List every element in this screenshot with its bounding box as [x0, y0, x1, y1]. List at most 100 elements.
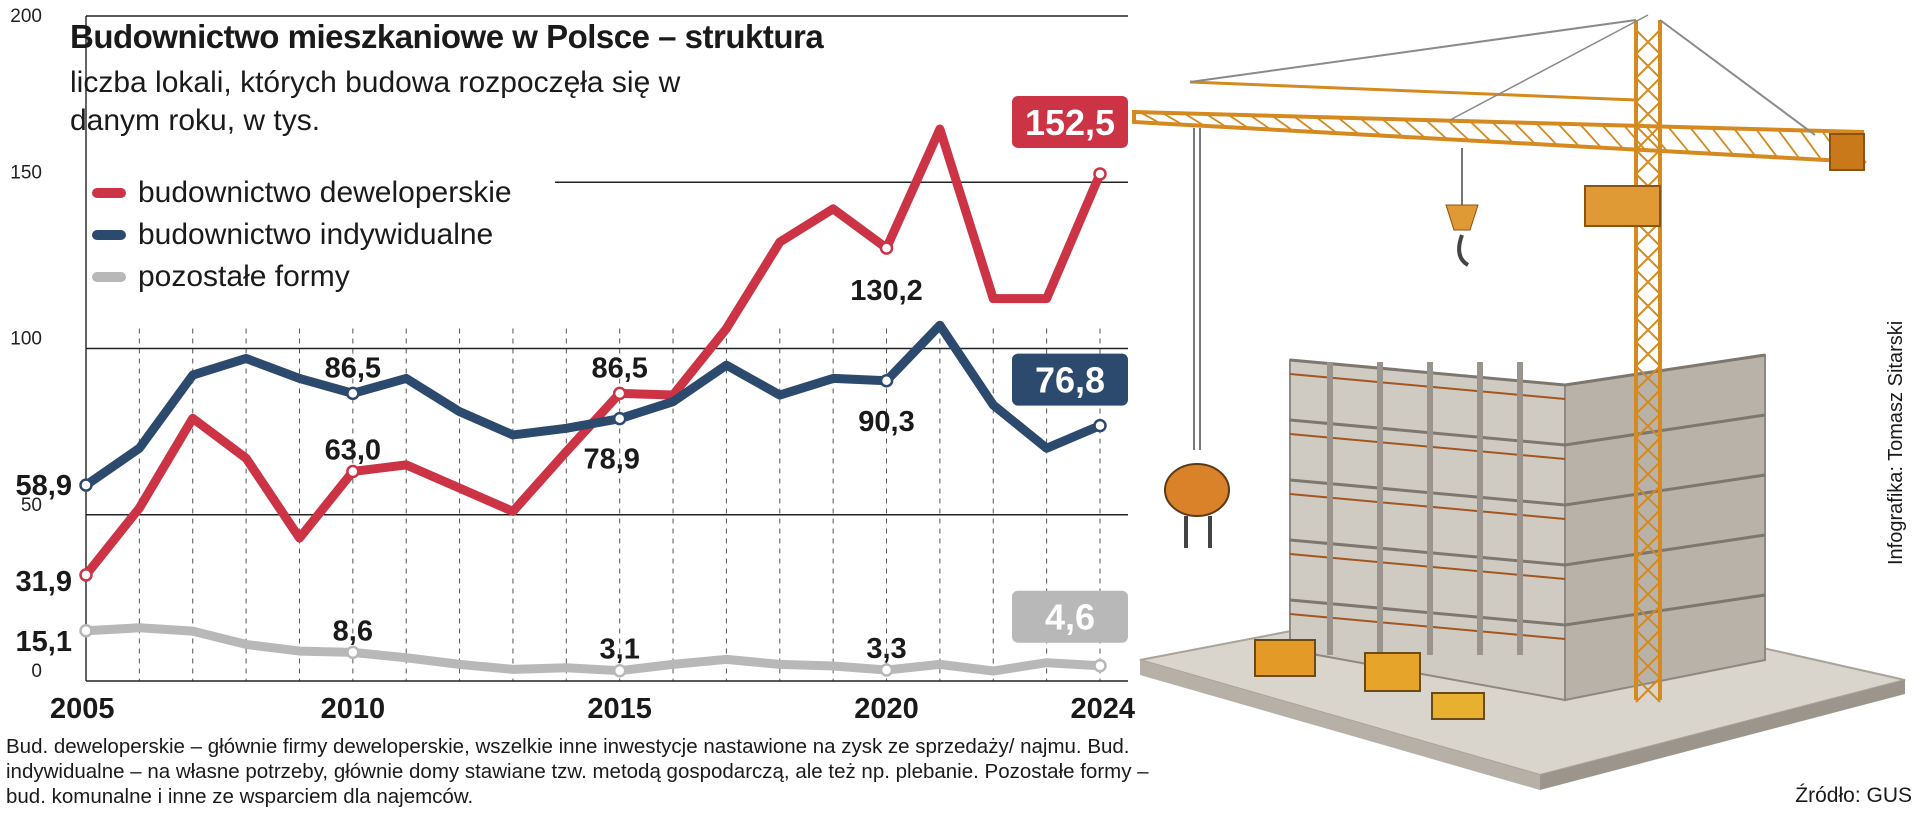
series-point	[1093, 658, 1107, 673]
legend-item-pozostale: pozostałe formy	[92, 256, 512, 298]
infographic-credit: Infografika: Tomasz Sitarski	[1885, 320, 1907, 565]
legend-item-deweloperskie: budownictwo deweloperskie	[92, 172, 512, 214]
jib-brace	[1447, 119, 1471, 142]
jib-brace	[1601, 124, 1625, 151]
jib-brace	[1381, 118, 1405, 139]
jib-brace	[1205, 113, 1229, 129]
source-note: Źródło: GUS	[1795, 784, 1912, 807]
series-line-2	[81, 623, 1105, 676]
data-label: 4,6	[1045, 597, 1095, 638]
series-point	[879, 663, 894, 677]
jib-brace	[1733, 127, 1757, 158]
data-series	[79, 124, 1107, 678]
axis-ticks: 0 50 100 150 200 2005 2010 2015 2020 2024	[10, 6, 1135, 725]
series-point	[346, 645, 360, 660]
data-label: 86,5	[591, 352, 647, 384]
value-badge	[1012, 353, 1128, 406]
data-label: 76,8	[1035, 360, 1105, 401]
jib-brace	[1337, 116, 1361, 136]
grid-lines	[85, 15, 1128, 682]
data-label: 152,5	[1025, 102, 1115, 143]
y-tick-label: 50	[21, 495, 42, 516]
jib-brace	[1711, 127, 1735, 157]
mast-brace	[1635, 677, 1661, 703]
series-point	[346, 464, 360, 479]
x-tick-label: 2010	[321, 693, 386, 725]
data-label: 86,5	[325, 352, 381, 384]
mast-brace	[1635, 389, 1661, 415]
jib-brace	[1645, 125, 1669, 153]
jib-brace	[1359, 117, 1383, 138]
data-label: 90,3	[858, 406, 914, 438]
mast-brace	[1635, 461, 1661, 487]
y-tick-label: 150	[10, 162, 42, 183]
jib-brace	[1799, 129, 1823, 162]
jib-brace	[1249, 114, 1273, 132]
mast-brace	[1635, 413, 1661, 439]
series-line-1	[81, 320, 1105, 490]
series-point	[346, 386, 360, 401]
mast-brace	[1635, 533, 1661, 559]
legend-item-indywidualne: budownictwo indywidualne	[92, 214, 512, 256]
legend-label-pozostale: pozostałe formy	[138, 260, 350, 293]
series-point	[79, 568, 93, 582]
series-point	[612, 386, 627, 401]
series-point	[879, 374, 894, 388]
jib-brace	[1161, 111, 1185, 127]
series-point	[79, 478, 93, 492]
jib-brace	[1557, 123, 1581, 148]
series-point	[1093, 418, 1107, 433]
chart-subtitle: liczba lokali, których budowa rozpoczęła…	[70, 66, 681, 137]
legend-label-indywidualne: budownictwo indywidualne	[138, 218, 494, 251]
jib-brace	[1183, 112, 1207, 128]
mast-brace	[1635, 53, 1661, 79]
x-tick-label: 2024	[1070, 693, 1135, 725]
chart-title: Budownictwo mieszkaniowe w Polsce – stru…	[70, 18, 824, 55]
x-tick-label: 2015	[587, 693, 652, 725]
mast-brace	[1635, 581, 1661, 607]
data-label: 3,3	[866, 633, 906, 665]
data-label: 15,1	[16, 626, 72, 658]
mast-brace	[1635, 269, 1661, 295]
mast-brace	[1635, 653, 1661, 679]
data-labels: 31,9 63,0 86,5 130,2 152,5 58,9 86,5 78,9 90,3 76…	[16, 95, 1128, 666]
data-label: 31,9	[16, 566, 72, 598]
series-point	[612, 663, 627, 678]
jib-brace	[1491, 121, 1515, 145]
jib-brace	[1271, 115, 1295, 133]
mast-brace	[1635, 125, 1661, 151]
x-tick-label: 2020	[854, 693, 919, 725]
y-tick-label: 0	[31, 661, 42, 682]
series-point	[79, 624, 93, 638]
data-label: 63,0	[325, 435, 381, 467]
data-label: 78,9	[583, 444, 639, 476]
jib-brace	[1623, 124, 1647, 152]
jib-brace	[1403, 118, 1427, 140]
jib-brace	[1139, 111, 1163, 126]
x-tick-label: 2005	[50, 693, 115, 725]
mast-brace	[1635, 509, 1661, 535]
jib-brace	[1689, 126, 1713, 156]
legend: budownictwo deweloperskie budownictwo in…	[92, 172, 512, 298]
data-label: 58,9	[16, 470, 72, 502]
mast-brace	[1635, 485, 1661, 511]
mast-brace	[1635, 293, 1661, 319]
legend-swatch-deweloperskie	[92, 188, 126, 198]
footnote: Bud. deweloperskie – głównie firmy dewel…	[6, 735, 1149, 808]
mast-brace	[1635, 149, 1661, 175]
mast-brace	[1635, 437, 1661, 463]
mast-brace	[1635, 29, 1661, 55]
jib-brace	[1469, 120, 1493, 144]
legend-label-deweloperskie: budownictwo deweloperskie	[138, 176, 512, 209]
value-badge	[1012, 95, 1128, 148]
series-point	[879, 241, 894, 255]
jib-brace	[1579, 123, 1603, 150]
construction-crane-building-illustration	[1132, 14, 1906, 790]
mast-brace	[1635, 629, 1661, 655]
mast-brace	[1635, 77, 1661, 103]
series-point	[612, 411, 627, 426]
mast-brace	[1635, 245, 1661, 271]
jib-brace	[1425, 119, 1449, 141]
jib-brace	[1755, 128, 1779, 159]
